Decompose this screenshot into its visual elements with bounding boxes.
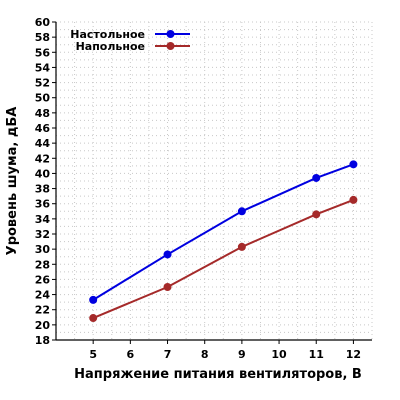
y-tick-label: 30 [35,243,51,256]
y-tick-label: 26 [35,273,51,286]
y-tick-label: 32 [35,228,50,241]
y-tick-label: 48 [35,107,50,120]
grid [55,21,373,341]
x-tick-label: 9 [238,348,246,361]
x-tick-label: 11 [309,348,324,361]
y-tick-label: 24 [35,289,51,302]
data-point-series-1 [349,160,358,169]
data-point-series-1 [163,250,172,259]
y-tick-label: 36 [35,198,51,211]
x-tick-label: 8 [201,348,209,361]
data-point-series-2 [89,314,98,323]
y-axis-title: Уровень шума, дБА [5,107,20,256]
y-tick-label: 22 [35,304,50,317]
data-point-series-2 [312,210,321,219]
legend-label: Настольное [70,28,145,41]
x-tick-label: 7 [164,348,172,361]
x-tick-label: 12 [346,348,361,361]
tick-labels: 1820222426283032343638404244464850525456… [35,16,361,361]
x-axis-title: Напряжение питания вентиляторов, В [74,367,362,382]
y-tick-label: 42 [35,152,50,165]
axes [52,21,372,344]
y-tick-label: 34 [35,213,51,226]
y-tick-label: 60 [35,16,51,29]
legend-marker-1 [166,30,175,38]
legend-marker-2 [166,42,175,50]
y-tick-label: 40 [35,167,51,180]
data-point-series-1 [89,295,98,304]
y-tick-label: 54 [35,61,51,74]
data-point-series-2 [349,195,358,204]
x-tick-label: 5 [89,348,97,361]
legend-label: Напольное [76,40,145,53]
x-tick-label: 6 [127,348,135,361]
data-point-series-1 [237,207,246,216]
data-point-series-2 [163,283,172,291]
series-layer [89,160,358,323]
data-point-series-2 [237,242,246,251]
y-tick-label: 56 [35,46,51,59]
y-tick-label: 46 [35,122,51,135]
y-tick-label: 58 [35,31,50,44]
y-tick-label: 38 [35,183,50,196]
x-tick-label: 10 [271,348,287,361]
y-tick-label: 44 [35,137,51,150]
y-tick-label: 52 [35,77,50,90]
y-tick-label: 18 [35,334,50,347]
y-tick-label: 20 [35,319,51,332]
data-point-series-1 [312,173,321,182]
y-tick-label: 28 [35,258,50,271]
y-tick-label: 50 [35,92,51,105]
